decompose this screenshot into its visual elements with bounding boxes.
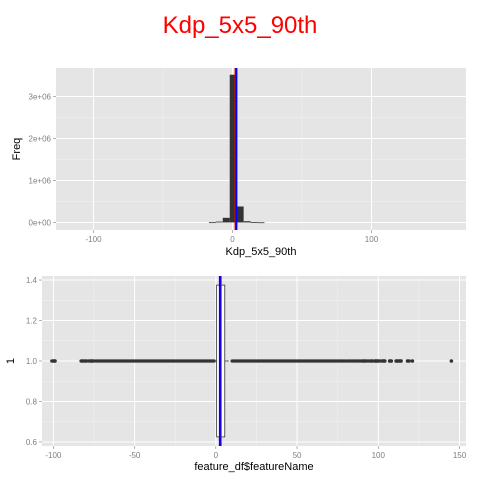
boxplot-outlier-point xyxy=(399,359,403,363)
histogram-y-tick-label: 0e+00 xyxy=(29,218,52,227)
histogram-bar xyxy=(222,217,230,223)
boxplot-y-tick-label: 1.0 xyxy=(26,357,38,366)
boxplot-outlier-point xyxy=(376,359,381,363)
boxplot-outlier-point xyxy=(369,359,374,363)
histogram-bar xyxy=(229,74,237,223)
boxplot-outlier-point xyxy=(410,359,415,363)
boxplot-x-tick-label: 50 xyxy=(293,451,302,460)
boxplot-y-tick-label: 0.8 xyxy=(26,397,38,406)
histogram-x-axis-label: Kdp_5x5_90th xyxy=(226,246,297,258)
histogram-y-tick-label: 3e+06 xyxy=(29,93,52,102)
boxplot-x-tick-label: 0 xyxy=(214,451,219,460)
histogram-x-tick-label: 100 xyxy=(365,235,379,244)
histogram-bar xyxy=(243,221,251,223)
boxplot-outlier-point xyxy=(80,359,85,363)
histogram-y-tick-label: 1e+06 xyxy=(29,176,52,185)
boxplot-y-tick-label: 1.2 xyxy=(26,317,38,326)
boxplot-outlier-point xyxy=(363,359,368,363)
histogram-y-tick-label: 2e+06 xyxy=(29,135,52,144)
boxplot-outlier-point xyxy=(90,359,95,363)
boxplot-outlier-point xyxy=(382,359,387,363)
boxplot-outlier-point xyxy=(84,359,88,363)
histogram-bar xyxy=(257,222,265,224)
boxplot-x-axis-label: feature_df$featureName xyxy=(194,461,313,473)
boxplot-y-tick-label: 0.6 xyxy=(26,438,38,447)
boxplot-outlier-point xyxy=(407,359,411,363)
boxplot-outlier-point xyxy=(53,359,57,363)
histogram-x-tick-label: 0 xyxy=(230,235,235,244)
histogram-y-axis-label: Freq xyxy=(11,138,23,161)
histogram-bar xyxy=(250,222,258,223)
boxplot-x-tick-label: 150 xyxy=(453,451,467,460)
histogram-bar xyxy=(236,206,244,223)
histogram-x-tick-label: -100 xyxy=(86,235,103,244)
boxplot-x-tick-label: -50 xyxy=(129,451,141,460)
histogram-bar xyxy=(208,222,216,224)
page-title: Kdp_5x5_90th xyxy=(162,12,318,39)
histogram-panel xyxy=(56,68,466,230)
boxplot-y-tick-label: 1.4 xyxy=(26,276,38,285)
boxplot-x-tick-label: 100 xyxy=(372,451,386,460)
boxplot-outlier-point xyxy=(389,359,394,363)
boxplot-y-axis-label: 1 xyxy=(5,358,17,364)
boxplot-x-tick-label: -100 xyxy=(45,451,62,460)
boxplot-outlier-point xyxy=(449,359,454,363)
histogram-bar xyxy=(215,221,223,223)
